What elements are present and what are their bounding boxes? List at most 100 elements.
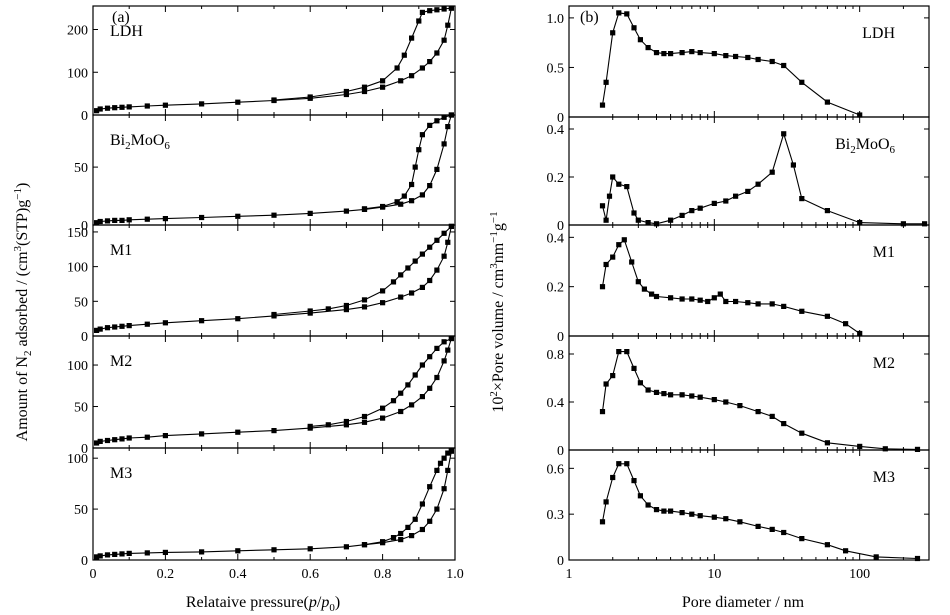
panel-b-bi2moo6-series-0-point	[635, 217, 641, 223]
panel-a-tag: (a)	[112, 9, 130, 26]
panel-a-m2-desorption-point	[380, 405, 386, 411]
panel-a-ldh-adsorption-point	[144, 103, 150, 109]
panel-a-m2-adsorption-point	[409, 402, 415, 408]
panel-a-m2-adsorption-point	[144, 434, 150, 440]
panel-a-m1-ytick-label: 0	[81, 330, 88, 345]
panel-b-m3-series-0-point	[631, 478, 637, 484]
panel-b-bi2moo6-series-0-point	[653, 221, 660, 227]
panel-a-m1-desorption-point	[434, 237, 440, 243]
panel-a-m3-desorption-point	[441, 455, 447, 461]
panel-b-m2-series-0-point	[914, 446, 921, 452]
panel-a-bi2moo6-adsorption-point	[199, 214, 205, 221]
panel-b-bi2moo6-series-0-point	[857, 220, 863, 226]
panel-b-bi2moo6-series-0-point	[824, 208, 830, 214]
panel-b-m2-series-0-point	[824, 440, 830, 446]
panel-b-m3-ytick-label: 0	[557, 554, 564, 569]
panel-b-m1-series-0-point	[603, 261, 609, 268]
panel-b-ldh-series-0-point	[697, 50, 703, 56]
panel-b-ldh-series-0-point	[631, 25, 637, 31]
panel-a-bi2moo6-desorption-point	[401, 193, 407, 199]
panel-a-ldh-desorption-point	[434, 7, 440, 13]
panel-a-m2-adsorption-point	[271, 428, 277, 434]
panel-b-ldh-series-0-point	[711, 51, 717, 57]
panel-a-m3-ytick-label: 100	[67, 452, 88, 467]
panel-b-m3-series-0-point	[653, 507, 660, 513]
panel-b-m3-ytick-label: 0.3	[547, 508, 565, 523]
panel-b-m2-series-0-point	[689, 393, 695, 399]
panel-b-m3-frame	[568, 449, 930, 561]
panel-a-m2-desorption-line	[310, 337, 452, 427]
panel-b-m2-series-0-point	[737, 403, 743, 409]
panel-a-m2-adsorption-point	[162, 433, 168, 439]
panel-a-m1-adsorption-point	[445, 239, 451, 245]
panel-b-ldh-label: LDH	[862, 25, 895, 42]
panel-b-m2-series-0-point	[882, 446, 888, 452]
panel-a-bi2moo6-adsorption-point	[419, 192, 425, 198]
panel-b-m2-series-0-point	[603, 381, 609, 387]
panel-a-m3-adsorption-point	[119, 551, 125, 557]
panel-a-m2-ytick-label: 50	[74, 401, 88, 416]
panel-b-ldh-series-0-point	[769, 58, 775, 65]
panel-a-ldh-adsorption-point	[409, 73, 415, 79]
panel-b-bi2moo6-label: Bi2MoO6	[835, 136, 895, 156]
panel-b-m3-series-0-point	[723, 516, 729, 522]
panel-a-m3-desorption-point	[390, 535, 397, 541]
panel-a-ldh-adsorption-point	[419, 65, 425, 71]
panel-a-bi2moo6-adsorption-point	[343, 208, 349, 214]
panel-a-m1-desorption-point	[412, 258, 418, 264]
panel-b-m2-series-0-point	[723, 399, 729, 405]
panel-a-m3-adsorption-point	[126, 550, 132, 556]
panel-a-m3-desorption-point	[434, 467, 440, 473]
panel-a-ldh-desorption-point	[441, 6, 447, 12]
panel-b-m1-ytick-label: 0.4	[547, 231, 565, 246]
panel-b-m3-series-0-point	[645, 502, 651, 508]
panel-a-m1-adsorption-point	[162, 320, 168, 326]
panel-a-ldh-desorption-point	[343, 88, 349, 95]
panel-b-m2-series-0-line	[601, 351, 918, 450]
panel-b-m2-series-0-point	[624, 349, 630, 355]
panel-a-m1-desorption-point	[361, 297, 368, 303]
panel-b-m2-series-0-point	[610, 373, 616, 379]
panel-a-m1-adsorption-point	[104, 325, 111, 331]
panel-a-m2-adsorption-point	[434, 374, 440, 381]
panel-b-m1-series-0-point	[610, 254, 616, 260]
panel-a-m3-adsorption-point	[307, 546, 313, 552]
panel-a-m3-frame	[92, 447, 456, 561]
panel-a-m3-adsorption-point	[445, 467, 451, 473]
panel-a-m2-desorption-point	[390, 398, 397, 404]
panel-a-m3-ytick-label: 0	[81, 554, 88, 569]
panel-a-m1-adsorption-point	[434, 267, 440, 273]
panel-a-bi2moo6-desorption-point	[419, 132, 425, 138]
panel-b-bi2moo6-series-0-point	[733, 193, 739, 199]
panel-a-m1-ytick-label: 150	[67, 226, 88, 241]
panel-b-m3-series-0-point	[799, 536, 805, 542]
panel-a-ldh-adsorption-point	[126, 104, 132, 110]
panel-b-bi2moo6-series-0-point	[922, 221, 928, 227]
panel-a-ldh-adsorption-point	[343, 91, 349, 98]
panel-b-ldh-series-0-point	[733, 53, 739, 60]
panel-a-bi2moo6-ytick-label: 0	[81, 219, 88, 234]
panel-b-m2-series-0-point	[755, 409, 761, 415]
panel-a-m2-subplot: 0 50 100 M2	[67, 335, 456, 457]
panel-a-m2-desorption-point	[398, 390, 404, 396]
panel-a-m2-ytick-label: 0	[81, 442, 88, 457]
panel-b-bi2moo6-ytick-label: 0	[557, 219, 564, 234]
panel-a-ldh-adsorption-point	[235, 99, 241, 105]
panel-a-m3-adsorption-point	[199, 549, 205, 555]
panel-b-m1-ytick-label: 0.2	[547, 281, 565, 296]
panel-b-ldh-series-0-point	[668, 51, 674, 57]
panel-a-m3-adsorption-point	[94, 554, 100, 560]
panel-a-bi2moo6-adsorption-point	[126, 217, 132, 223]
panel-b-m2-label: M2	[873, 355, 895, 372]
panel-a-ldh-adsorption-point	[97, 106, 103, 112]
panel-b-m2-ytick-label: 0.8	[547, 348, 565, 363]
panel-a-ldh-desorption-point	[416, 18, 422, 24]
panel-a-m1-adsorption-point	[144, 321, 150, 327]
panel-b-m2-series-0-point	[599, 409, 606, 415]
panel-a-m3-adsorption-point	[144, 550, 150, 556]
panel-b-ldh-series-0-point	[599, 102, 606, 108]
panel-a-m1-adsorption-point	[119, 323, 125, 329]
panel-a-m1-desorption-point	[380, 288, 386, 294]
panel-b-bi2moo6-series-0-point	[799, 196, 805, 202]
